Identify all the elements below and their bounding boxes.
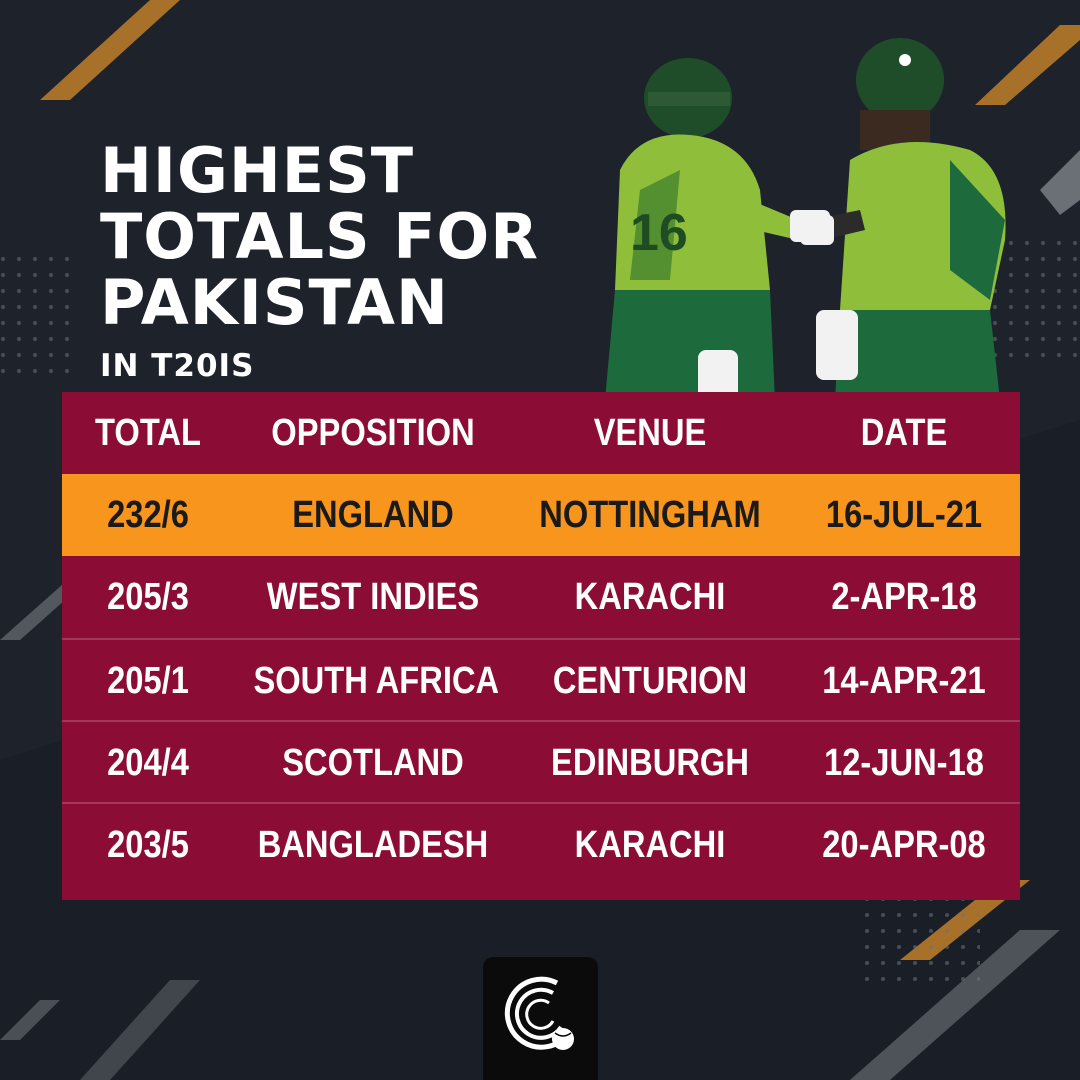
table-row: 232/6 ENGLAND NOTTINGHAM 16-JUL-21	[62, 474, 1020, 556]
cell-total: 203/5	[107, 823, 189, 866]
cell-venue: NOTTINGHAM	[539, 493, 761, 536]
cell-total: 205/3	[107, 575, 189, 618]
table-row: 204/4 SCOTLAND EDINBURGH 12-JUN-18	[62, 720, 1020, 804]
table-header-row: TOTAL OPPOSITION VENUE DATE	[62, 392, 1020, 474]
header-opposition: OPPOSITION	[271, 411, 475, 454]
cell-date: 12-JUN-18	[824, 741, 984, 784]
stats-table: TOTAL OPPOSITION VENUE DATE 232/6 ENGLAN…	[62, 392, 1020, 900]
title-line-2: TOTALS FOR	[100, 200, 540, 273]
right-player-figure	[800, 38, 1006, 400]
cell-opposition: WEST INDIES	[266, 575, 480, 618]
header-venue: VENUE	[593, 411, 707, 454]
title-line-3: PAKISTAN	[100, 266, 449, 339]
cell-venue: CENTURION	[552, 659, 748, 702]
cell-venue: EDINBURGH	[551, 741, 749, 784]
cell-date: 14-APR-21	[822, 659, 986, 702]
header-total: TOTAL	[95, 411, 201, 454]
cell-opposition: SCOTLAND	[282, 741, 464, 784]
svg-text:16: 16	[630, 204, 688, 262]
players-photo: 16	[605, 38, 1006, 400]
cell-date: 16-JUL-21	[825, 493, 983, 536]
cell-opposition: SOUTH AFRICA	[253, 659, 500, 702]
table-row: 203/5 BANGLADESH KARACHI 20-APR-08	[62, 802, 1020, 886]
cell-venue: KARACHI	[574, 823, 726, 866]
table-row: 205/1 SOUTH AFRICA CENTURION 14-APR-21	[62, 638, 1020, 722]
cell-total: 232/6	[107, 493, 189, 536]
cell-total: 205/1	[107, 659, 189, 702]
cell-venue: KARACHI	[574, 575, 726, 618]
header-date: DATE	[860, 411, 948, 454]
cell-opposition: ENGLAND	[292, 493, 454, 536]
cell-total: 204/4	[107, 741, 189, 784]
title-line-1: HIGHEST	[100, 134, 415, 207]
cell-date: 20-APR-08	[822, 823, 986, 866]
cell-date: 2-APR-18	[831, 575, 977, 618]
cell-opposition: BANGLADESH	[257, 823, 489, 866]
left-player-figure: 16	[605, 58, 830, 400]
title-block: HIGHEST TOTALS FOR PAKISTAN IN T20IS	[100, 134, 540, 385]
brand-logo	[483, 957, 598, 1080]
cricket-ball-logo-icon	[504, 976, 574, 1050]
table-row: 205/3 WEST INDIES KARACHI 2-APR-18	[62, 556, 1020, 638]
subtitle: IN T20IS	[100, 348, 255, 384]
